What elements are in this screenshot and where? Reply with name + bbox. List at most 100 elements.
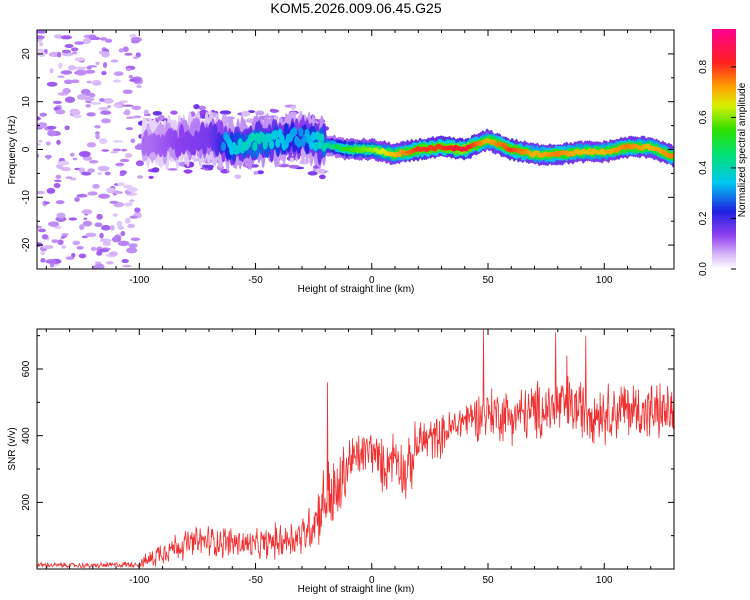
spectrogram-x-tick-label: -50 bbox=[248, 275, 263, 286]
snr-y-tick-label: 400 bbox=[21, 427, 32, 444]
colorbar-tick-label: 0.0 bbox=[698, 262, 709, 276]
spectrogram-noise-blob bbox=[269, 109, 280, 113]
spectrogram-noise-blob bbox=[97, 165, 110, 172]
spectrogram-noise-blob bbox=[39, 42, 44, 47]
spectrogram-noise-blob bbox=[122, 46, 129, 53]
colorbar-ticks: 0.0 0.2 0.4 0.6 0.8 bbox=[698, 60, 736, 276]
spectrogram-noise-blob bbox=[95, 133, 100, 140]
spectrogram-noise-blob bbox=[119, 158, 130, 163]
spectrogram-noise-blob bbox=[113, 190, 121, 195]
snr-panel: -100 -50 0 50 100 200 400 600 Height of straigh… bbox=[7, 328, 675, 595]
spectrogram-noise-blob bbox=[129, 78, 136, 82]
spectrogram-noise-blob bbox=[101, 71, 107, 76]
spectrogram-noise-blob bbox=[40, 251, 46, 256]
spectrogram-noise-blob bbox=[105, 261, 114, 265]
spectrogram-noise-blob bbox=[70, 47, 79, 52]
spectrogram-noise-blob bbox=[61, 49, 72, 54]
spectrogram-noise-blob bbox=[135, 52, 141, 58]
spectrogram-noise-blob bbox=[96, 250, 103, 256]
spectrogram-noise-blob bbox=[61, 233, 69, 236]
spectrogram-noise-blob bbox=[98, 193, 111, 199]
spectrogram-noise-blob bbox=[101, 118, 111, 124]
spectrogram-ridge-cell bbox=[291, 126, 298, 137]
spectrogram-noise-blob bbox=[47, 221, 60, 227]
spectrogram-ridge-cell bbox=[268, 139, 275, 150]
spectrogram-noise-blob bbox=[132, 56, 139, 60]
spectrogram-noise-blob bbox=[74, 57, 85, 62]
spectrogram-noise-blob bbox=[58, 62, 63, 69]
spectrogram-noise-blob bbox=[56, 51, 62, 58]
spectrogram-noise-blob bbox=[55, 109, 66, 115]
spectrogram-noise-blob bbox=[253, 170, 258, 175]
spectrogram-noise-blob bbox=[130, 237, 141, 242]
spectrogram-y-axis-title: Frequency (Hz) bbox=[7, 116, 18, 185]
spectrogram-noise-blob bbox=[129, 33, 137, 38]
spectrogram-noise-blob bbox=[78, 150, 91, 158]
spectrogram-noise-blob bbox=[89, 101, 102, 105]
spectrogram-noise-blob bbox=[307, 171, 318, 176]
spectrogram-y-tick-label: -20 bbox=[21, 237, 32, 252]
spectrogram-noise-blob bbox=[76, 245, 84, 250]
spectrogram-noise-blob bbox=[94, 261, 102, 265]
spectrogram-noise-blob bbox=[109, 225, 115, 231]
spectrogram-noise-blob bbox=[53, 182, 61, 189]
spectrogram-heatmap bbox=[37, 30, 674, 269]
spectrogram-noise-blob bbox=[125, 127, 134, 131]
spectrogram-noise-blob bbox=[99, 98, 105, 102]
spectrogram-ridge-cell bbox=[315, 131, 321, 141]
spectrogram-noise-blob bbox=[75, 69, 87, 76]
snr-x-tick-label: -50 bbox=[248, 575, 263, 586]
spectrogram-noise-blob bbox=[53, 34, 63, 39]
spectrogram-noise-blob bbox=[99, 238, 112, 243]
spectrogram-noise-blob bbox=[101, 51, 110, 58]
snr-x-tick-label: 50 bbox=[482, 575, 494, 586]
spectrogram-noise-blob bbox=[134, 207, 141, 213]
spectrogram-y-tick-label: -10 bbox=[21, 190, 32, 205]
spectrogram-noise-blob bbox=[84, 69, 96, 74]
spectrogram-noise-blob bbox=[167, 168, 178, 171]
spectrogram-noise-blob bbox=[97, 172, 103, 176]
spectrogram-noise-blob bbox=[113, 236, 118, 241]
spectrogram-x-tick-label: 100 bbox=[596, 275, 613, 286]
spectrogram-noise-blob bbox=[72, 157, 78, 161]
spectrogram-noise-blob bbox=[64, 125, 70, 131]
spectrogram-noise-blob bbox=[101, 149, 110, 152]
spectrogram-noise-blob bbox=[85, 104, 91, 108]
spectrogram-noise-blob bbox=[52, 100, 62, 104]
spectrogram-noise-blob bbox=[76, 94, 87, 100]
spectrogram-noise-blob bbox=[127, 223, 136, 229]
spectrogram-noise-blob bbox=[119, 173, 125, 177]
spectrogram-ridge-cell bbox=[312, 141, 319, 152]
spectrogram-ridge-cell bbox=[319, 133, 325, 143]
spectrogram-noise-blob bbox=[312, 168, 318, 172]
spectrogram-noise-blob bbox=[81, 171, 92, 176]
spectrogram-noise-blob bbox=[133, 115, 142, 119]
spectrogram-noise-blob bbox=[126, 187, 138, 193]
spectrogram-noise-blob bbox=[128, 75, 133, 79]
spectrogram-noise-blob bbox=[49, 68, 54, 74]
spectrogram-noise-blob bbox=[65, 176, 73, 179]
spectrogram-y-tick-label: 0 bbox=[21, 146, 32, 152]
spectrogram-noise-blob bbox=[208, 166, 214, 171]
spectrogram-noise-blob bbox=[60, 166, 71, 172]
colorbar-gradient bbox=[712, 29, 736, 269]
spectrogram-x-tick-label: 50 bbox=[482, 275, 494, 286]
colorbar-label: Normalized spectral amplitude bbox=[737, 82, 748, 217]
spectrogram-noise-blob bbox=[183, 169, 193, 174]
spectrogram-noise-blob bbox=[82, 155, 93, 161]
spectrogram-noise-blob bbox=[101, 224, 111, 231]
spectrogram-noise-blob bbox=[143, 109, 149, 115]
spectrogram-noise-blob bbox=[125, 68, 132, 72]
spectrogram-noise-blob bbox=[86, 66, 92, 70]
spectrogram-noise-blob bbox=[72, 114, 83, 119]
spectrogram-noise-blob bbox=[219, 110, 232, 115]
spectrogram-noise-blob bbox=[131, 105, 142, 111]
spectrogram-noise-blob bbox=[148, 175, 154, 180]
spectrogram-noise-blob bbox=[37, 143, 41, 146]
spectrogram-noise-blob bbox=[81, 209, 93, 215]
spectrogram-noise-blob bbox=[49, 262, 55, 268]
spectrogram-noise-blob bbox=[107, 105, 112, 109]
